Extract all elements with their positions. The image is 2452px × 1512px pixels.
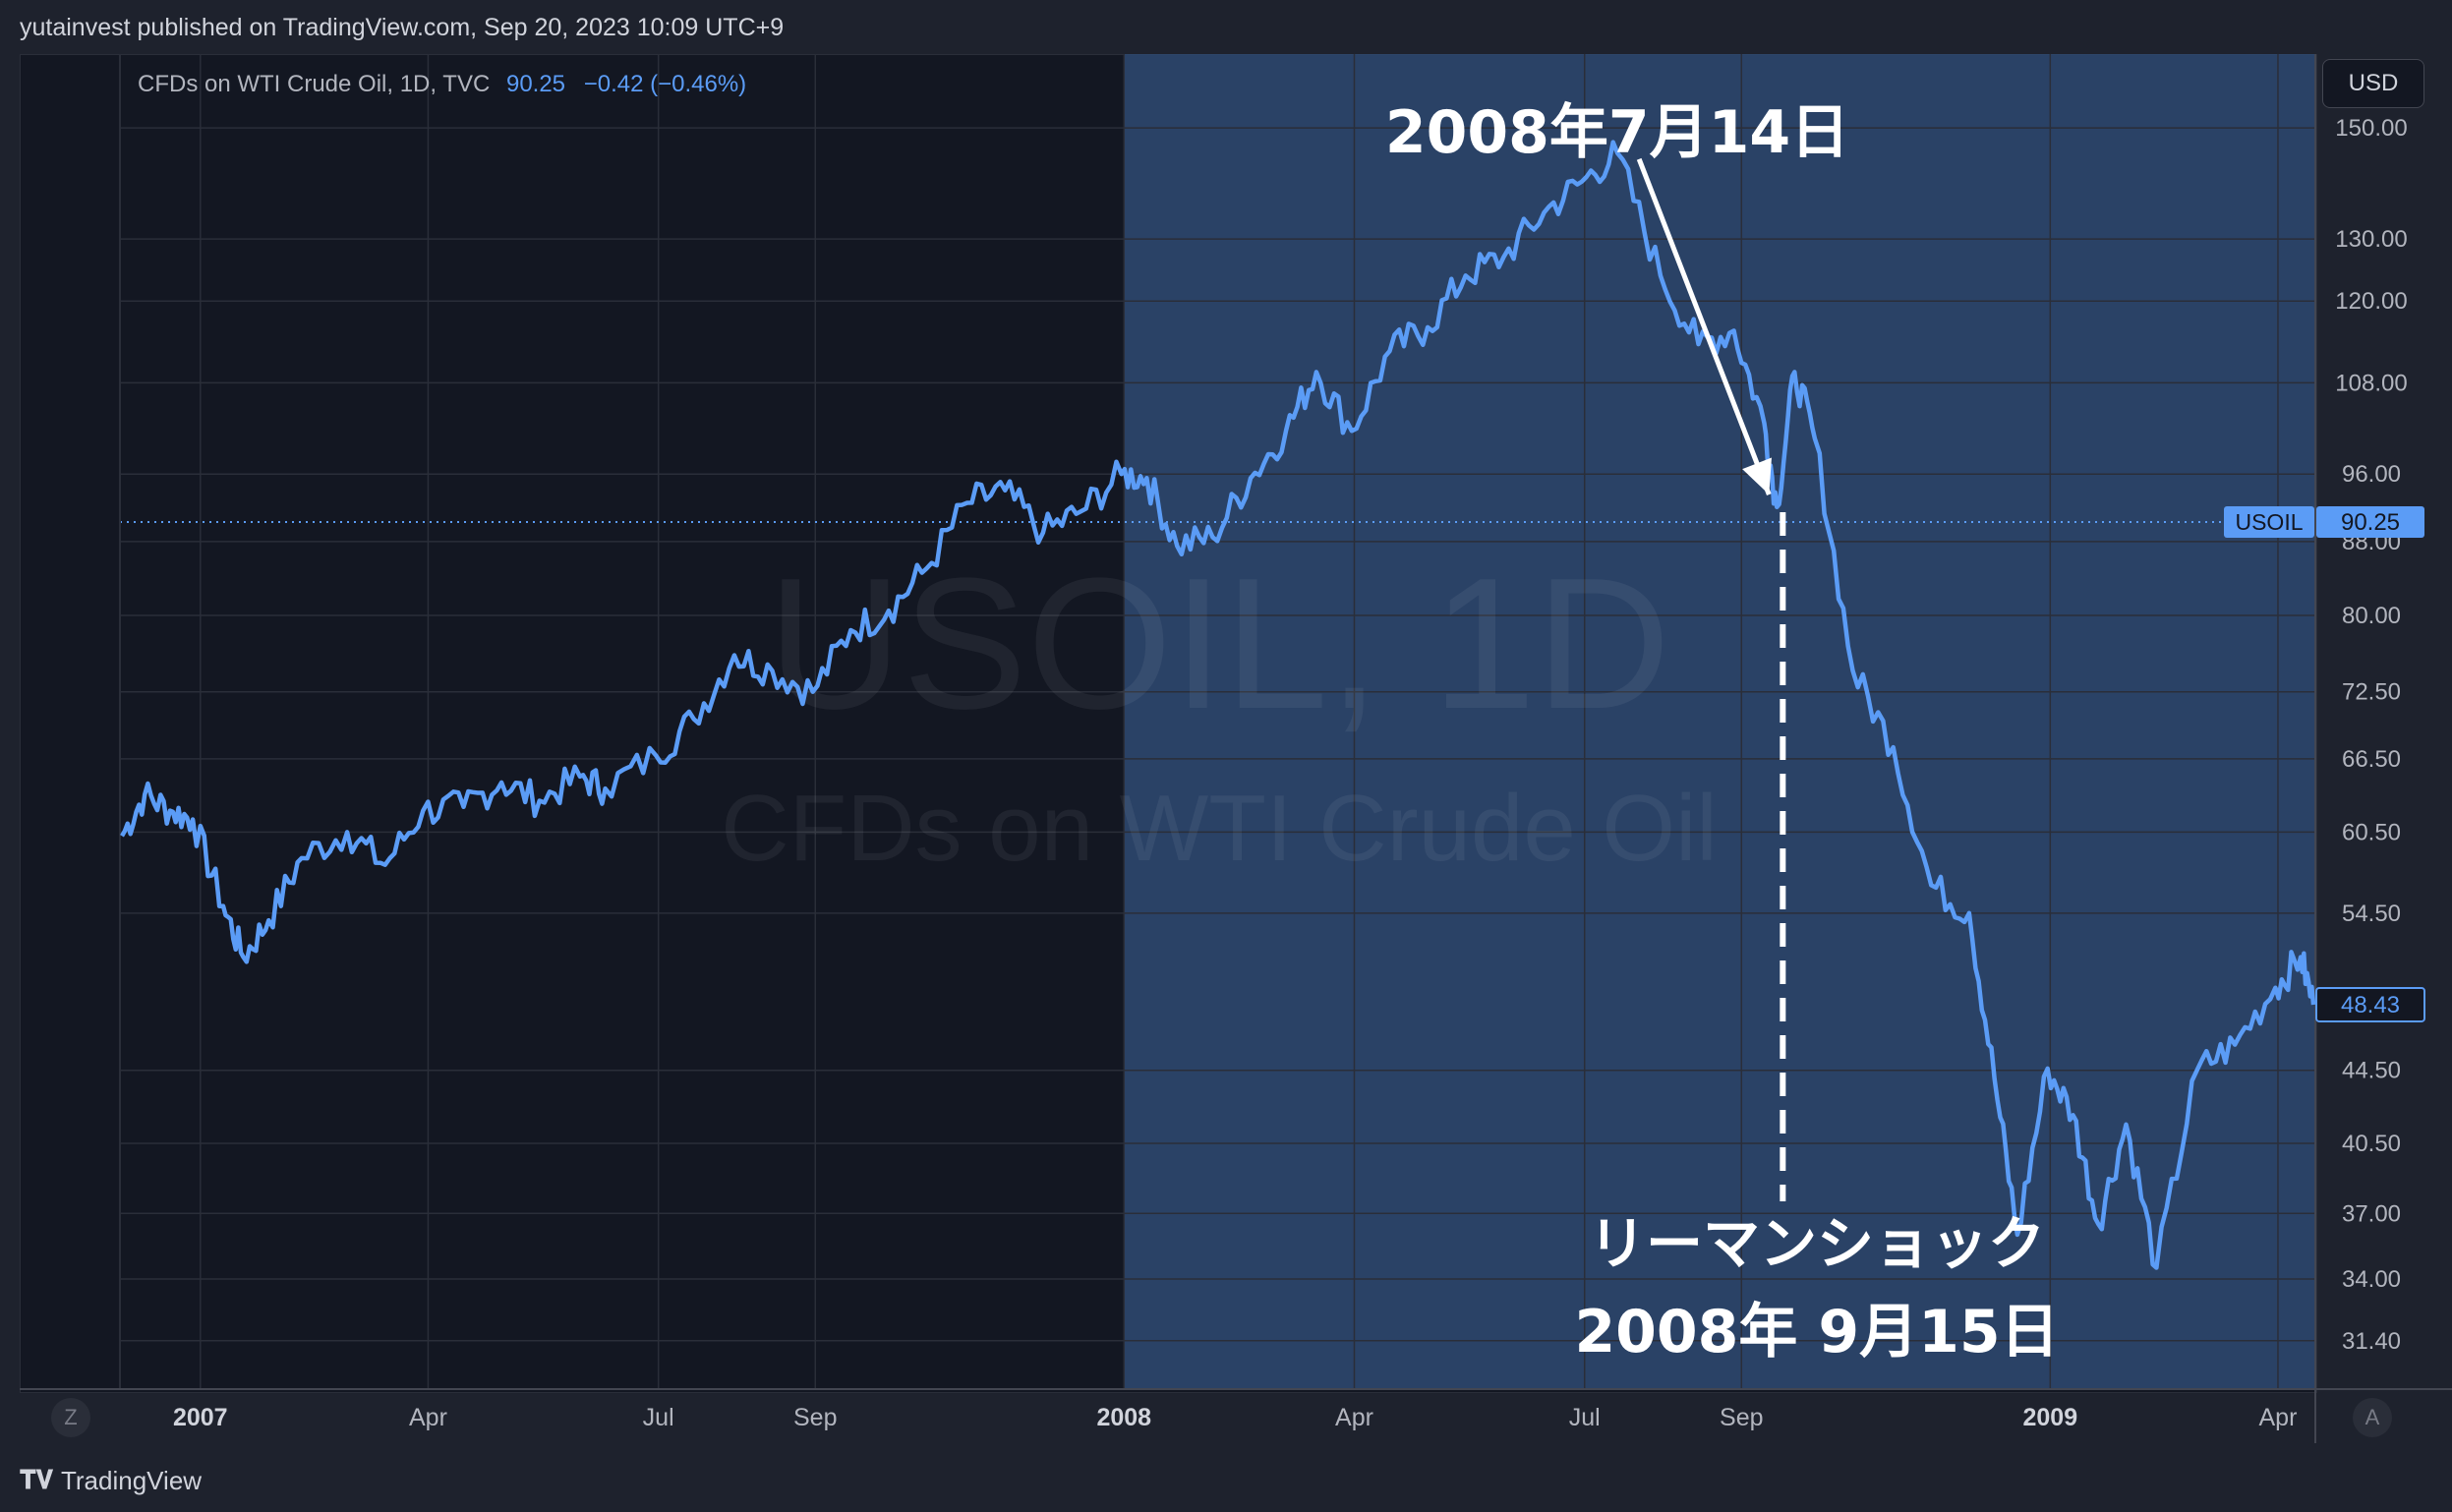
published-caption: yutainvest published on TradingView.com,… [20, 14, 785, 41]
y-tick-label: 120.00 [2335, 288, 2407, 315]
legend-last-price: 90.25 [505, 71, 566, 97]
peak-arrow-head [1742, 457, 1772, 495]
y-tick-label: 108.00 [2335, 370, 2407, 396]
peak-arrow-line [1636, 157, 1772, 495]
auto-scale-button[interactable]: A [2353, 1398, 2392, 1437]
x-tick-label: Jul [1569, 1404, 1601, 1431]
x-tick-label: 2008 [1096, 1404, 1151, 1431]
x-tick-label: Apr [2259, 1404, 2298, 1431]
x-tick-label: Apr [409, 1404, 447, 1431]
reference-price-tag: 90.25 [2341, 509, 2400, 536]
z-button[interactable]: Z [51, 1398, 90, 1437]
watermark-name: CFDs on WTI Crude Oil [721, 776, 1717, 881]
brand-footer[interactable]: 𝐓𝐕 TradingView [20, 1465, 202, 1496]
tradingview-logo-icon: 𝐓𝐕 [20, 1465, 53, 1494]
chart-legend: CFDs on WTI Crude Oil, 1D, TVC 90.25 −0.… [138, 71, 746, 98]
y-tick-label: 150.00 [2335, 115, 2407, 142]
watermark-symbol: USOIL, 1D [768, 540, 1671, 748]
symbol-tag: USOIL [2235, 509, 2303, 535]
y-tick-label: 40.50 [2342, 1131, 2401, 1157]
event-name-annotation: リーマンショック [1589, 1210, 2045, 1277]
x-tick-label: Sep [793, 1404, 837, 1431]
legend-title: CFDs on WTI Crude Oil, 1D, TVC [138, 71, 491, 97]
x-tick-label: Apr [1335, 1404, 1373, 1431]
x-tick-label: 2009 [2023, 1404, 2078, 1431]
y-tick-label: 34.00 [2342, 1266, 2401, 1293]
event-date-annotation: 2008年 9月15日 [1574, 1298, 2059, 1367]
reference-price-tag-bg [2316, 505, 2424, 538]
peak-date-annotation: 2008年7月14日 [1385, 98, 1849, 167]
x-tick-label: 2007 [173, 1404, 228, 1431]
y-tick-label: 37.00 [2342, 1200, 2401, 1227]
y-tick-label: 66.50 [2342, 746, 2401, 773]
last-price-tag: 48.43 [2341, 992, 2400, 1018]
symbol-tag-bg [2224, 505, 2314, 538]
y-tick-label: 44.50 [2342, 1058, 2401, 1084]
y-tick-label: 80.00 [2342, 603, 2401, 629]
last-price-tag-bg [2315, 986, 2425, 1022]
currency-button[interactable]: USD [2322, 59, 2424, 108]
x-tick-label: Jul [643, 1404, 674, 1431]
y-tick-label: 54.50 [2342, 901, 2401, 927]
y-tick-label: 130.00 [2335, 226, 2407, 253]
y-tick-label: 60.50 [2342, 819, 2401, 845]
y-tick-label: 72.50 [2342, 679, 2401, 706]
brand-name: TradingView [60, 1465, 203, 1495]
price-series-line [120, 140, 2316, 1270]
legend-change: −0.42 (−0.46%) [583, 71, 747, 97]
y-tick-label: 96.00 [2342, 461, 2401, 488]
y-tick-label: 31.40 [2342, 1328, 2401, 1355]
x-tick-label: Sep [1720, 1404, 1763, 1431]
